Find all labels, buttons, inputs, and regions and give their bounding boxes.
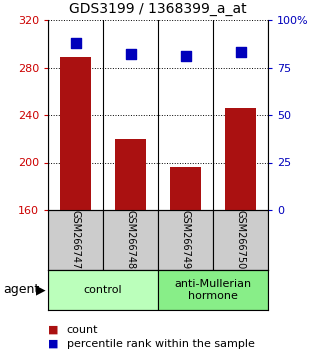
Text: GSM266749: GSM266749 — [180, 210, 191, 269]
Point — [183, 53, 188, 59]
Title: GDS3199 / 1368399_a_at: GDS3199 / 1368399_a_at — [69, 2, 247, 16]
Bar — [170, 167, 201, 210]
Text: GSM266750: GSM266750 — [236, 210, 246, 270]
Text: control: control — [84, 285, 122, 295]
Bar — [115, 139, 146, 210]
Bar — [48, 210, 103, 270]
Point — [238, 50, 243, 55]
Text: ■: ■ — [48, 325, 59, 335]
Text: GSM266747: GSM266747 — [70, 210, 81, 270]
Bar — [213, 210, 268, 270]
Bar — [60, 57, 91, 210]
Bar — [158, 270, 268, 310]
Bar — [48, 270, 158, 310]
Bar — [225, 108, 256, 210]
Text: count: count — [67, 325, 98, 335]
Point — [73, 40, 78, 46]
Bar — [103, 210, 158, 270]
Text: ▶: ▶ — [36, 284, 45, 297]
Bar — [158, 210, 213, 270]
Text: anti-Mullerian
hormone: anti-Mullerian hormone — [175, 279, 251, 301]
Text: GSM266748: GSM266748 — [126, 210, 135, 269]
Text: ■: ■ — [48, 339, 59, 349]
Point — [128, 51, 133, 57]
Text: agent: agent — [3, 284, 39, 297]
Text: percentile rank within the sample: percentile rank within the sample — [67, 339, 255, 349]
